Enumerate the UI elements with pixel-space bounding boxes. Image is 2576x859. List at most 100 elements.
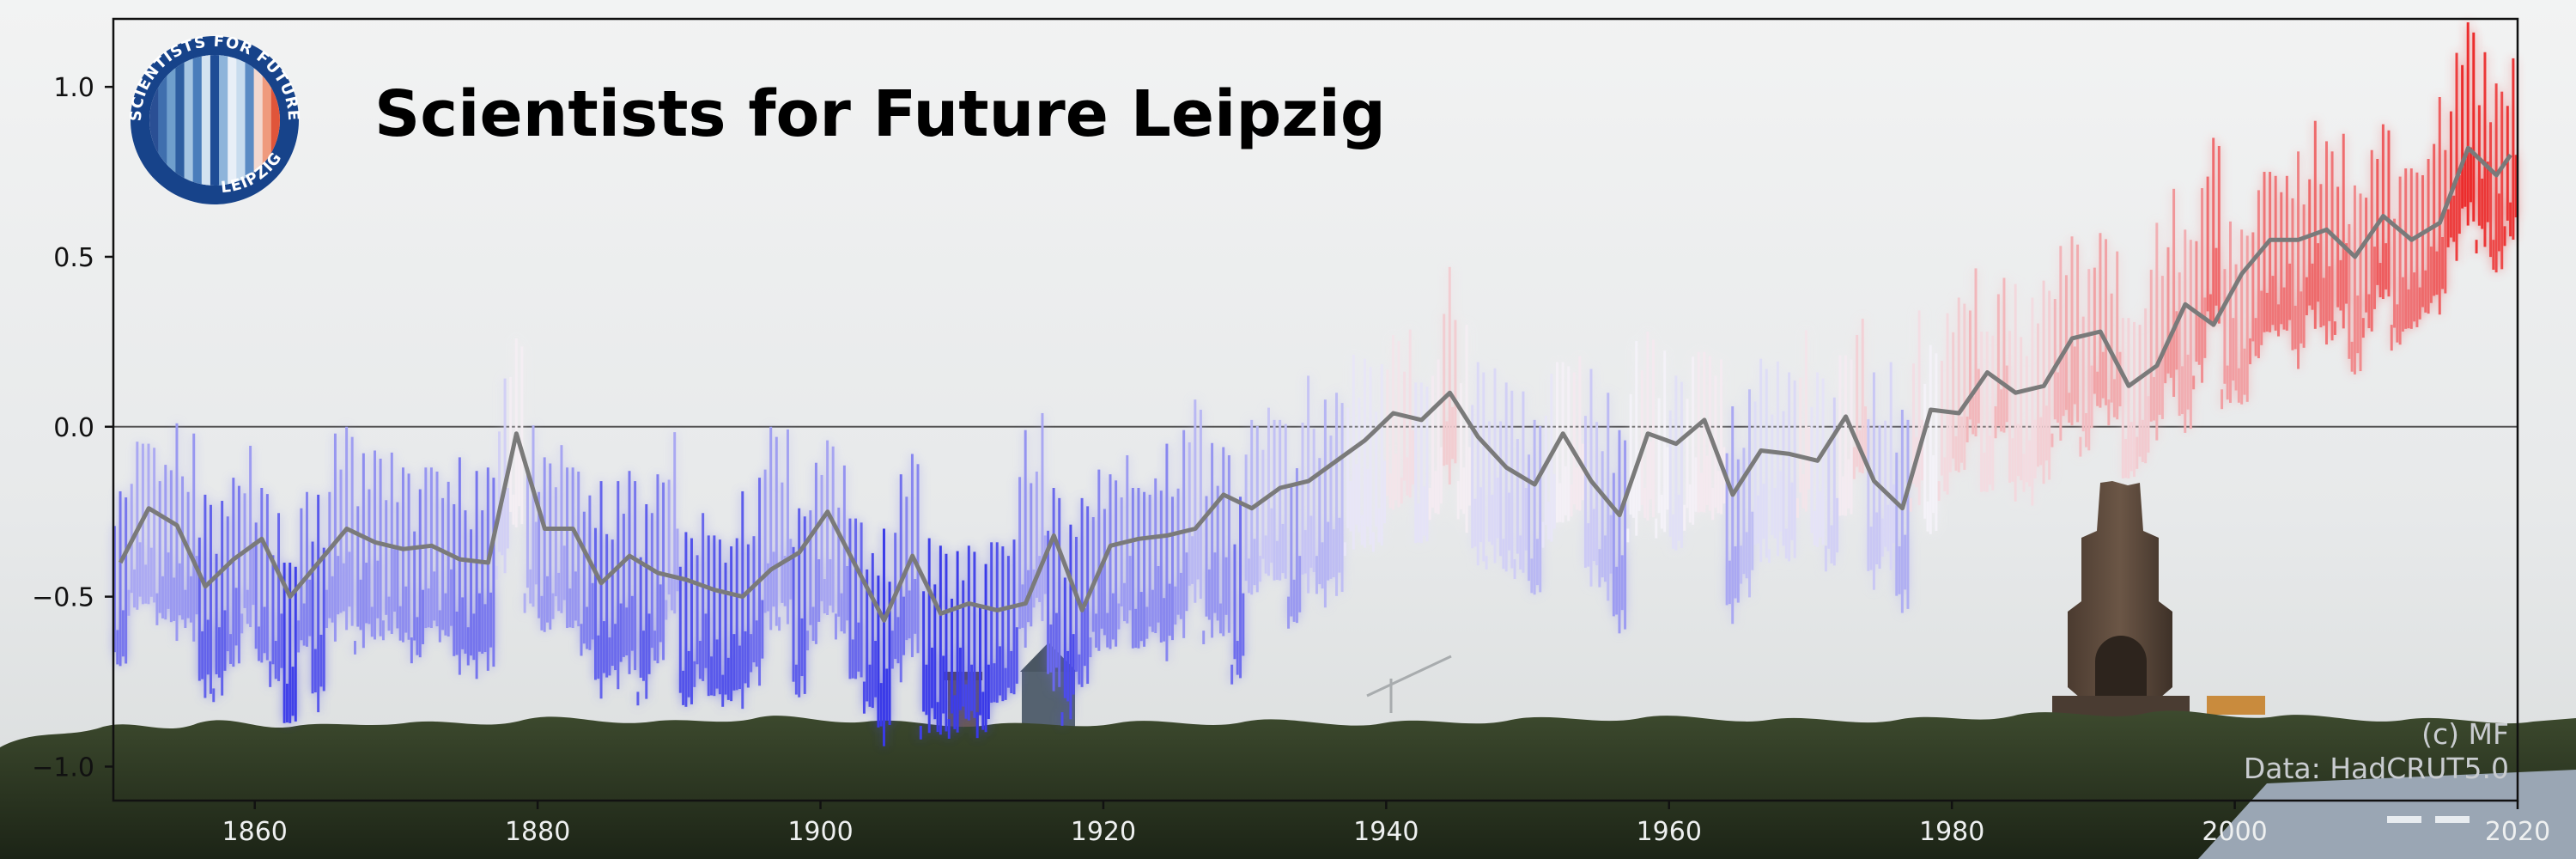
- anomaly-bar: [1522, 391, 1525, 573]
- anomaly-bar: [1211, 442, 1214, 638]
- anomaly-bar: [710, 656, 714, 696]
- anomaly-bar: [925, 664, 928, 716]
- anomaly-bar: [306, 491, 308, 647]
- x-tick-label: 2020: [2485, 817, 2550, 847]
- anomaly-bar: [778, 617, 781, 631]
- x-axis: 1860 1880 1900 1920 1940 1960 1980 2000 2020: [222, 801, 2550, 847]
- anomaly-bar: [1994, 406, 1997, 439]
- anomaly-bar: [2149, 269, 2153, 422]
- anomaly-bar: [1143, 491, 1146, 647]
- anomaly-bar: [1375, 411, 1378, 527]
- anomaly-bar: [888, 582, 891, 726]
- anomaly-bar: [1157, 566, 1160, 623]
- anomaly-bar: [407, 473, 410, 640]
- anomaly-bar: [750, 634, 753, 673]
- anomaly-bar: [1850, 359, 1853, 515]
- anomaly-bar: [975, 712, 979, 739]
- anomaly-bar: [577, 472, 580, 627]
- anomaly-bar: [1196, 524, 1200, 580]
- anomaly-bar: [2070, 236, 2074, 426]
- anomaly-bar: [1861, 318, 1864, 474]
- anomaly-bar: [1364, 358, 1366, 548]
- anomaly-bar: [1912, 363, 1916, 484]
- anomaly-bar: [611, 539, 614, 667]
- anomaly-bar: [1343, 542, 1346, 557]
- anomaly-bar: [210, 504, 212, 694]
- anomaly-bar: [2398, 176, 2402, 345]
- anomaly-bar: [447, 481, 450, 637]
- anomaly-bar: [1516, 439, 1519, 554]
- crane-silhouette: [1366, 655, 1452, 713]
- anomaly-bar: [1711, 488, 1715, 521]
- anomaly-bar: [374, 450, 377, 640]
- anomaly-bar: [846, 566, 849, 621]
- anomaly-bar: [1216, 485, 1219, 621]
- anomaly-bar: [410, 637, 413, 664]
- anomaly-bar: [1980, 332, 1984, 492]
- anomaly-bar: [2413, 272, 2416, 322]
- anomaly-bar: [393, 549, 397, 612]
- anomaly-bar: [848, 518, 852, 679]
- anomaly-bar: [461, 597, 465, 649]
- anomaly-bar: [2101, 351, 2105, 399]
- anomaly-bar: [1255, 425, 1259, 593]
- anomaly-bar: [526, 472, 529, 588]
- anomaly-bar: [702, 513, 705, 681]
- anomaly-bar: [189, 576, 192, 623]
- anomaly-bar: [1327, 521, 1330, 581]
- anomaly-bar: [2336, 186, 2340, 308]
- anomaly-bar: [2025, 356, 2028, 483]
- anomaly-bar: [2133, 321, 2136, 478]
- anomaly-bar: [1318, 458, 1321, 585]
- anomaly-bar: [2112, 379, 2116, 417]
- anomaly-bar: [1875, 512, 1879, 564]
- anomaly-bar: [2379, 263, 2382, 298]
- anomaly-bar: [2506, 106, 2509, 221]
- anomaly-bar: [2500, 91, 2504, 270]
- anomaly-bar: [1844, 355, 1847, 516]
- anomaly-bar: [1049, 624, 1053, 673]
- anomaly-bar: [698, 641, 702, 679]
- anomaly-bar: [2486, 161, 2489, 222]
- anomaly-bar: [1631, 467, 1635, 518]
- anomaly-bar: [636, 691, 640, 706]
- anomaly-bar: [1686, 399, 1689, 509]
- anomaly-bar: [2464, 159, 2467, 207]
- anomaly-bar: [2470, 147, 2472, 203]
- anomaly-bar: [755, 620, 758, 667]
- anomaly-bar: [291, 667, 295, 716]
- anomaly-bar: [1576, 467, 1579, 510]
- anomaly-bar: [1358, 397, 1361, 533]
- anomaly-bar: [127, 589, 131, 616]
- anomaly-bar: [2461, 64, 2464, 209]
- anomaly-bar: [1703, 351, 1706, 513]
- anomaly-bar: [438, 610, 441, 643]
- chart-title: Scientists for Future Leipzig: [374, 77, 1386, 151]
- anomaly-bar: [398, 606, 402, 641]
- anomaly-bar: [1867, 419, 1870, 571]
- anomaly-bar: [2050, 433, 2054, 448]
- anomaly-bar: [153, 448, 156, 603]
- anomaly-bar: [116, 630, 119, 665]
- anomaly-bar: [118, 490, 122, 667]
- anomaly-bar: [1657, 398, 1661, 514]
- anomaly-bar: [173, 577, 176, 621]
- smoothed-line: [118, 145, 2512, 623]
- anomaly-bar: [495, 566, 498, 580]
- anomaly-bar: [475, 471, 478, 679]
- anomaly-bar: [283, 563, 286, 723]
- anomaly-bar: [2172, 188, 2176, 397]
- anomaly-bar: [1202, 631, 1206, 644]
- anomaly-bar: [1171, 497, 1174, 641]
- anomaly-bar: [1694, 457, 1698, 512]
- anomaly-bar: [1524, 488, 1528, 551]
- anomaly-bar: [1736, 459, 1740, 603]
- anomaly-bar: [1572, 372, 1576, 504]
- anomaly-bar: [676, 528, 679, 592]
- anomaly-bar: [1419, 382, 1423, 544]
- anomaly-bar: [450, 569, 453, 626]
- anomaly-bar: [614, 624, 617, 671]
- anomaly-bar: [1462, 467, 1466, 515]
- anomaly-bar: [744, 631, 747, 684]
- anomaly-bar: [1768, 549, 1771, 564]
